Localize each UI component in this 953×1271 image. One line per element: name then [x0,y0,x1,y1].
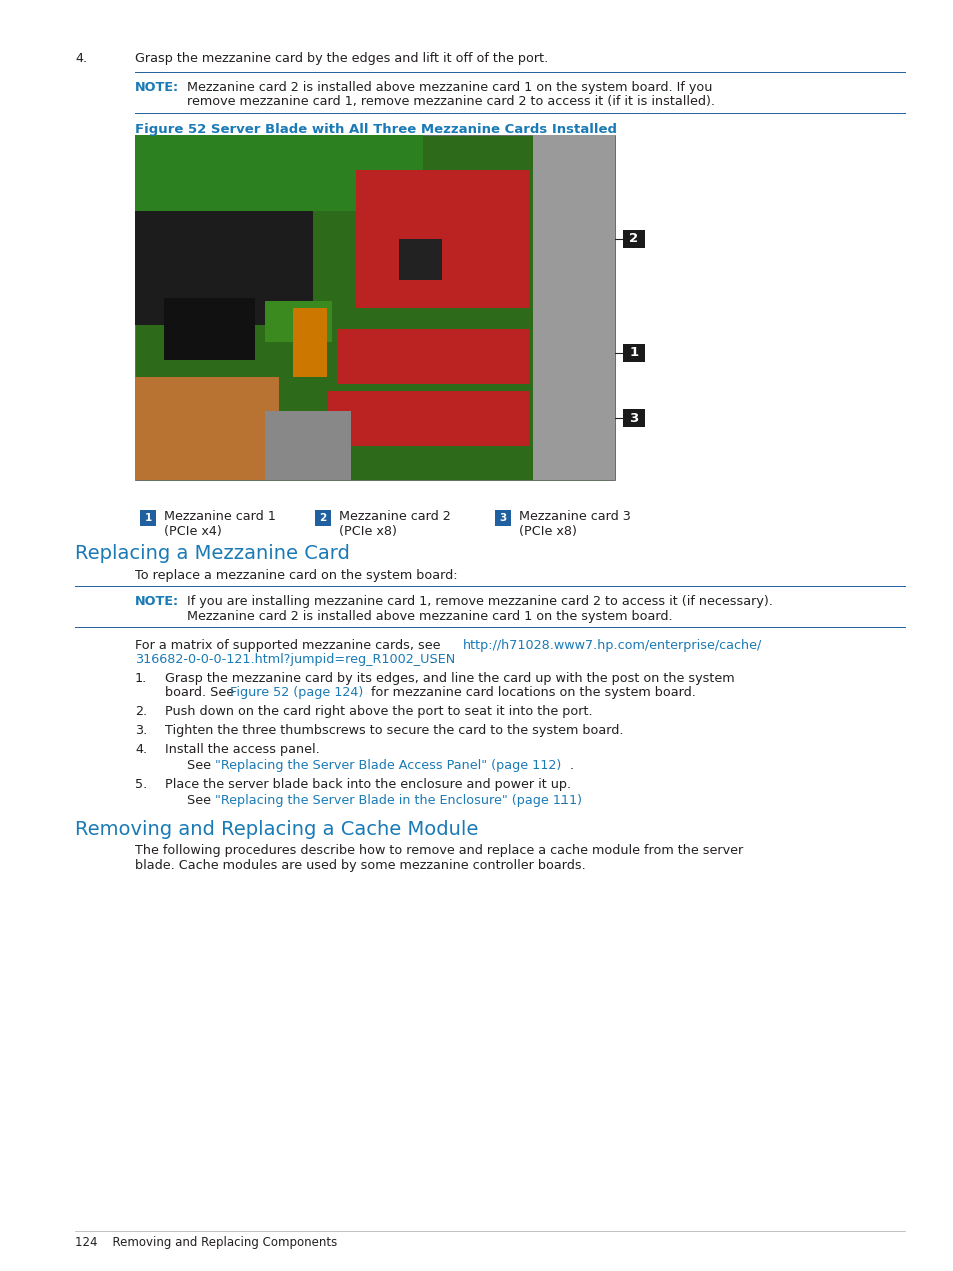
Bar [314,511,331,526]
Text: remove mezzanine card 1, remove mezzanine card 2 to access it (if it is installe: remove mezzanine card 1, remove mezzanin… [187,95,714,108]
Text: 3: 3 [629,412,638,425]
Bar [164,297,254,360]
Text: 316682-0-0-0-121.html?jumpid=reg_R1002_USEN: 316682-0-0-0-121.html?jumpid=reg_R1002_U… [135,653,455,666]
Bar [135,136,615,480]
Bar [294,308,327,377]
Text: (PCIe x4): (PCIe x4) [164,525,221,538]
Text: .: . [569,759,574,771]
Text: 2: 2 [319,513,326,524]
Text: 5.: 5. [135,778,147,791]
Text: Grasp the mezzanine card by its edges, and line the card up with the post on the: Grasp the mezzanine card by its edges, a… [165,672,734,685]
Bar [398,239,442,281]
Text: "Replacing the Server Blade Access Panel" (page 112): "Replacing the Server Blade Access Panel… [214,759,560,771]
Text: 2: 2 [629,233,638,245]
Bar [336,329,528,384]
Text: Replacing a Mezzanine Card: Replacing a Mezzanine Card [75,544,350,563]
Bar [495,511,511,526]
Bar [140,511,156,526]
Text: "Replacing the Server Blade in the Enclosure" (page 111): "Replacing the Server Blade in the Enclo… [214,793,581,807]
Text: Figure 52 (page 124): Figure 52 (page 124) [230,686,363,699]
Text: Mezzanine card 2 is installed above mezzanine card 1 on the system board. If you: Mezzanine card 2 is installed above mezz… [187,81,712,94]
Text: For a matrix of supported mezzanine cards, see: For a matrix of supported mezzanine card… [135,638,444,652]
Bar [135,136,422,211]
Text: Figure 52 Server Blade with All Three Mezzanine Cards Installed: Figure 52 Server Blade with All Three Me… [135,123,617,136]
Text: Install the access panel.: Install the access panel. [165,744,319,756]
Text: for mezzanine card locations on the system board.: for mezzanine card locations on the syst… [367,686,695,699]
Bar [135,377,278,480]
Text: board. See: board. See [165,686,238,699]
Text: See: See [187,759,214,771]
Text: (PCIe x8): (PCIe x8) [518,525,577,538]
Text: .: . [559,793,563,807]
Text: (PCIe x8): (PCIe x8) [338,525,396,538]
Bar [264,412,351,480]
Text: Mezzanine card 1: Mezzanine card 1 [164,511,275,524]
Bar [533,136,615,480]
Text: Tighten the three thumbscrews to secure the card to the system board.: Tighten the three thumbscrews to secure … [165,724,623,737]
Text: 2.: 2. [135,705,147,718]
Text: See: See [187,793,214,807]
Text: http://h71028.www7.hp.com/enterprise/cache/: http://h71028.www7.hp.com/enterprise/cac… [462,638,761,652]
Text: 1: 1 [144,513,152,524]
Text: Grasp the mezzanine card by the edges and lift it off of the port.: Grasp the mezzanine card by the edges an… [135,52,548,65]
Text: NOTE:: NOTE: [135,595,179,608]
Text: 124    Removing and Replacing Components: 124 Removing and Replacing Components [75,1235,337,1249]
Text: 4.: 4. [75,52,87,65]
Text: Removing and Replacing a Cache Module: Removing and Replacing a Cache Module [75,820,477,839]
Text: Push down on the card right above the port to seat it into the port.: Push down on the card right above the po… [165,705,592,718]
Text: Mezzanine card 3: Mezzanine card 3 [518,511,630,524]
Text: .: . [430,653,434,666]
Bar [622,230,644,248]
Bar [355,170,528,308]
Text: The following procedures describe how to remove and replace a cache module from : The following procedures describe how to… [135,844,742,858]
Text: 1: 1 [629,346,638,360]
Bar [622,343,644,362]
Text: blade. Cache modules are used by some mezzanine controller boards.: blade. Cache modules are used by some me… [135,859,585,872]
Text: 4.: 4. [135,744,147,756]
Text: 3: 3 [498,513,506,524]
Text: Mezzanine card 2: Mezzanine card 2 [338,511,450,524]
Text: To replace a mezzanine card on the system board:: To replace a mezzanine card on the syste… [135,569,457,582]
Text: If you are installing mezzanine card 1, remove mezzanine card 2 to access it (if: If you are installing mezzanine card 1, … [187,595,772,608]
Text: Place the server blade back into the enclosure and power it up.: Place the server blade back into the enc… [165,778,571,791]
Bar [327,390,528,446]
Text: 1.: 1. [135,672,147,685]
Bar [135,136,313,325]
Text: NOTE:: NOTE: [135,81,179,94]
Text: 3.: 3. [135,724,147,737]
Bar [622,409,644,427]
Text: Mezzanine card 2 is installed above mezzanine card 1 on the system board.: Mezzanine card 2 is installed above mezz… [187,610,672,623]
Bar [264,301,332,342]
